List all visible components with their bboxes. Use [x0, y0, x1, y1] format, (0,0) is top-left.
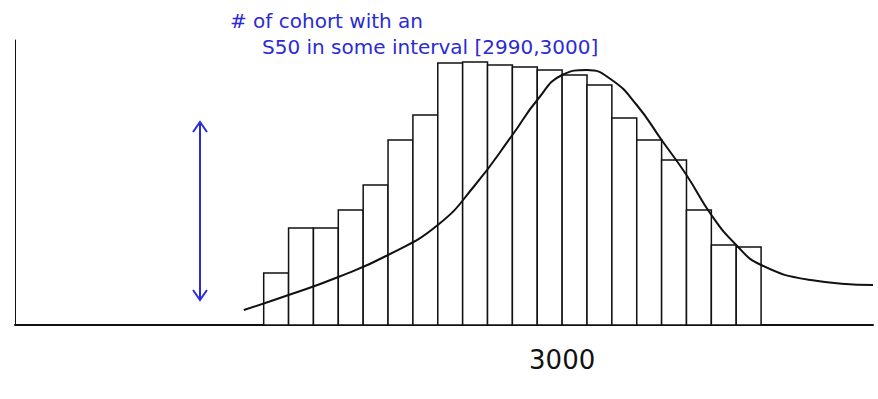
svg-text:3000: 3000 — [529, 345, 595, 375]
svg-text:S50 in some interval [2990,300: S50 in some interval [2990,3000] — [262, 35, 598, 59]
svg-text:# of cohort with an: # of cohort with an — [230, 9, 423, 33]
